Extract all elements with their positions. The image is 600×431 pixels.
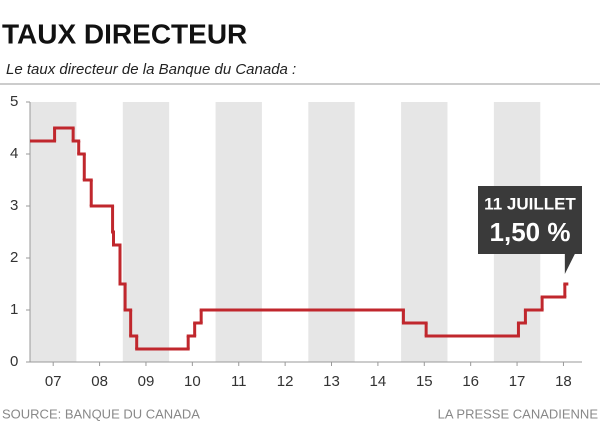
year-band [308, 102, 355, 362]
callout-box [478, 186, 582, 274]
x-tick-label: 08 [91, 373, 108, 390]
y-tick-label: 2 [10, 249, 18, 266]
year-band [30, 102, 77, 362]
x-tick-label: 10 [184, 373, 201, 390]
x-tick-label: 18 [555, 373, 572, 390]
source: SOURCE: BANQUE DU CANADA [2, 406, 200, 421]
x-tick-label: 12 [277, 373, 294, 390]
y-tick-label: 5 [10, 93, 18, 110]
x-tick-label: 07 [45, 373, 62, 390]
callout-value: 1,50 % [490, 217, 571, 247]
chart-subtitle: Le taux directeur de la Banque du Canada… [6, 61, 296, 78]
y-tick-label: 1 [10, 301, 18, 318]
x-tick-label: 17 [509, 373, 526, 390]
x-tick-label: 15 [416, 373, 433, 390]
callout-date: 11 JUILLET [484, 194, 576, 213]
y-tick-label: 4 [10, 145, 18, 162]
credit: LA PRESSE CANADIENNE [438, 406, 599, 421]
year-band [401, 102, 448, 362]
chart-title: TAUX DIRECTEUR [2, 18, 247, 49]
x-tick-label: 09 [138, 373, 155, 390]
x-tick-label: 13 [323, 373, 340, 390]
y-tick-label: 3 [10, 197, 18, 214]
x-tick-label: 11 [231, 373, 247, 390]
x-tick-label: 16 [462, 373, 479, 390]
x-tick-label: 14 [370, 373, 387, 390]
y-tick-label: 0 [10, 353, 18, 370]
year-band [215, 102, 262, 362]
